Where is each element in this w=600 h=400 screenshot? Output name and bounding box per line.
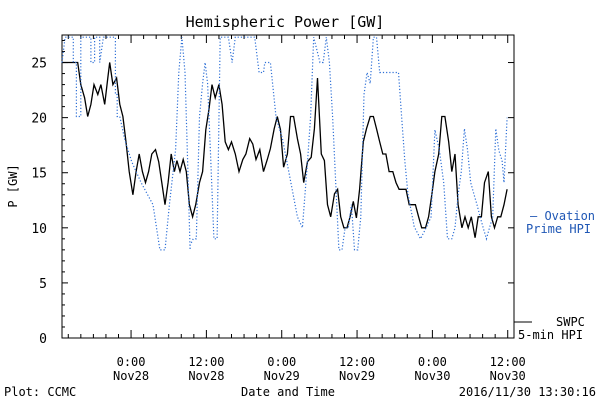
y-tick-label: 10 — [31, 222, 47, 237]
ovation-legend-line2: Prime HPI — [526, 222, 591, 236]
y-tick-label: 5 — [39, 277, 47, 292]
x-tick-label-date: Nov29 — [339, 369, 375, 383]
y-axis: 0 5 10 15 20 25 — [31, 40, 514, 347]
x-axis-label: Date and Time — [241, 385, 335, 399]
footer-plot-credit: Plot: CCMC — [4, 385, 76, 399]
y-tick-label: 15 — [31, 167, 47, 182]
plot-frame — [61, 34, 515, 339]
x-tick-label-date: Nov30 — [490, 369, 526, 383]
x-tick-label-time: 12:00 — [188, 355, 224, 369]
ovation-prime-hpi-line — [61, 36, 508, 251]
x-tick-label-date: Nov30 — [414, 369, 450, 383]
x-tick-label-time: 12:00 — [339, 355, 375, 369]
x-tick-label-time: 0:00 — [418, 355, 447, 369]
x-tick-label-date: Nov28 — [113, 369, 149, 383]
y-tick-label: 25 — [31, 57, 47, 72]
x-axis: 0:00Nov2812:00Nov280:00Nov2912:00Nov290:… — [67, 35, 526, 383]
series-layer — [61, 36, 508, 251]
chart-title: Hemispheric Power [GW] — [186, 13, 385, 31]
y-axis-label: P [GW] — [6, 164, 20, 207]
y-tick-label: 0 — [39, 332, 47, 347]
swpc-hpi-line — [62, 61, 508, 238]
ovation-legend-line1: – Ovation — [530, 209, 595, 223]
y-tick-label: 20 — [31, 112, 47, 127]
x-tick-label-date: Nov28 — [188, 369, 224, 383]
footer-timestamp: 2016/11/30 13:30:16 — [459, 385, 596, 399]
x-tick-label-time: 0:00 — [267, 355, 296, 369]
x-tick-label-time: 0:00 — [117, 355, 146, 369]
x-tick-label-time: 12:00 — [490, 355, 526, 369]
swpc-legend-line1: SWPC — [556, 315, 585, 329]
x-tick-label-date: Nov29 — [264, 369, 300, 383]
swpc-legend-line2: 5-min HPI — [518, 328, 583, 342]
